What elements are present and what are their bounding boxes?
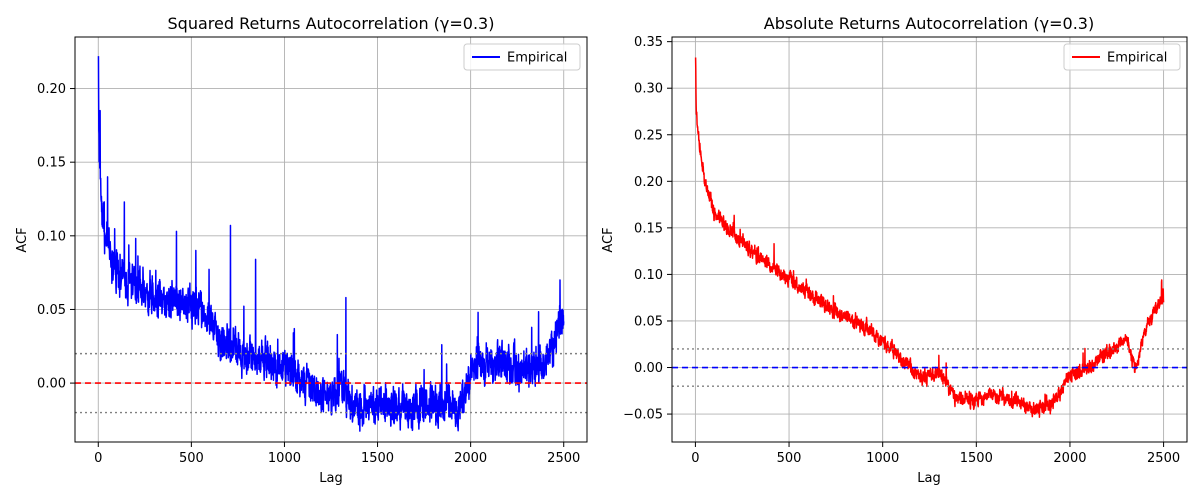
plot-area — [75, 56, 587, 432]
legend-box — [1063, 43, 1181, 71]
x-tick-label: 2000 — [454, 451, 487, 466]
x-tick-label: 1500 — [361, 451, 394, 466]
legend-label: Empirical — [1107, 51, 1167, 66]
x-tick-label: 500 — [179, 451, 204, 466]
y-tick-label: 0.05 — [634, 314, 663, 329]
series-line-empirical — [694, 57, 1165, 418]
y-tick-label: 0.00 — [37, 377, 66, 392]
x-tick-label: 0 — [691, 451, 699, 466]
legend: Empirical — [1063, 43, 1181, 71]
x-tick-label: 500 — [777, 451, 802, 466]
x-tick-label: 1000 — [268, 451, 301, 466]
y-tick-label: 0.05 — [37, 303, 66, 318]
y-tick-label: 0.35 — [634, 35, 663, 50]
x-tick-label: 2500 — [1147, 451, 1180, 466]
x-tick-label: 1000 — [866, 451, 899, 466]
x-tick-label: 0 — [94, 451, 102, 466]
absolute-returns-acf-chart: Absolute Returns Autocorrelation (γ=0.3)… — [601, 14, 1188, 486]
y-tick-label: 0.25 — [634, 128, 663, 143]
x-tick-label: 1500 — [960, 451, 993, 466]
y-tick-label: 0.20 — [37, 82, 66, 97]
legend-box — [463, 43, 581, 71]
y-axis-label: ACF — [15, 227, 30, 252]
x-axis-label: Lag — [917, 471, 940, 486]
y-tick-label: 0.10 — [634, 268, 663, 283]
chart-title: Squared Returns Autocorrelation (γ=0.3) — [168, 14, 495, 33]
axes-frame — [671, 36, 1188, 443]
chart-title: Absolute Returns Autocorrelation (γ=0.3) — [764, 14, 1094, 33]
y-tick-label: 0.20 — [634, 175, 663, 190]
y-tick-label: 0.30 — [634, 82, 663, 97]
x-tick-label: 2500 — [547, 451, 580, 466]
legend: Empirical — [463, 43, 581, 71]
y-axis-label: ACF — [601, 227, 616, 252]
plot-area — [672, 57, 1187, 418]
y-tick-label: 0.15 — [37, 156, 66, 171]
y-tick-label: −0.05 — [623, 408, 663, 423]
y-tick-label: 0.15 — [634, 221, 663, 236]
y-tick-label: 0.00 — [634, 361, 663, 376]
y-tick-label: 0.10 — [37, 229, 66, 244]
grid — [672, 37, 1187, 442]
x-axis-label: Lag — [319, 471, 342, 486]
legend-label: Empirical — [507, 51, 567, 66]
axes-frame — [74, 36, 588, 443]
squared-returns-acf-chart: Squared Returns Autocorrelation (γ=0.3) … — [15, 14, 588, 486]
series-line-empirical — [97, 56, 565, 432]
x-tick-label: 2000 — [1053, 451, 1086, 466]
